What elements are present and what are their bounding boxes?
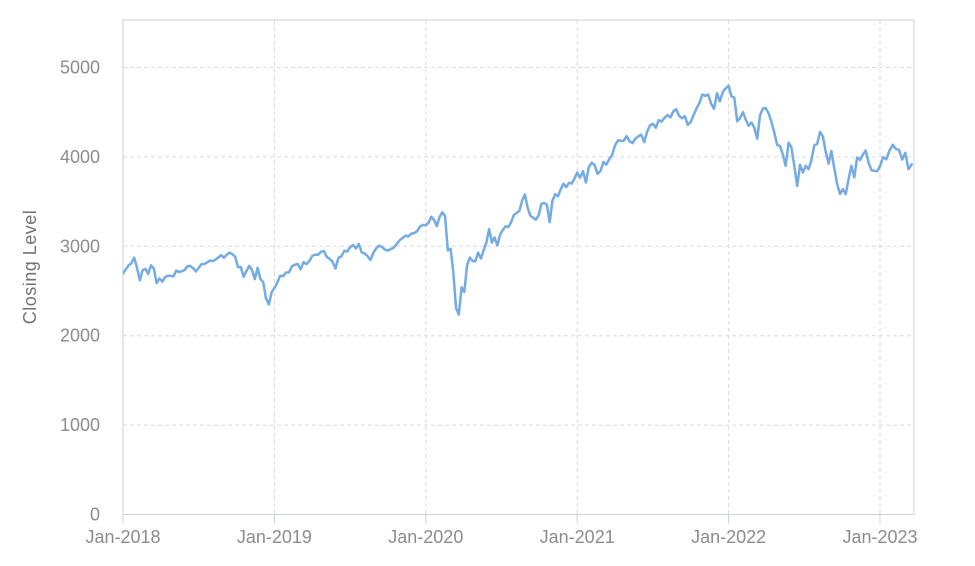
x-axis-tick-label: Jan-2020 [388, 527, 463, 547]
x-axis-tick-label: Jan-2023 [842, 527, 917, 547]
x-axis-tick-label: Jan-2018 [85, 527, 160, 547]
x-axis-tick-label: Jan-2019 [237, 527, 312, 547]
y-axis-title: Closing Level [20, 210, 40, 325]
y-axis-tick-label: 1000 [60, 415, 100, 435]
y-axis-tick-label: 4000 [60, 147, 100, 167]
plot-border [122, 19, 915, 515]
closing-level-series-line[interactable] [123, 84, 913, 316]
x-axis-tick-label: Jan-2021 [540, 527, 615, 547]
x-axis-tick-label: Jan-2022 [691, 527, 766, 547]
y-axis-tick-label: 3000 [60, 236, 100, 256]
y-axis-tick-label: 5000 [60, 58, 100, 78]
y-axis-tick-label: 0 [90, 505, 100, 525]
y-axis-tick-label: 2000 [60, 326, 100, 346]
